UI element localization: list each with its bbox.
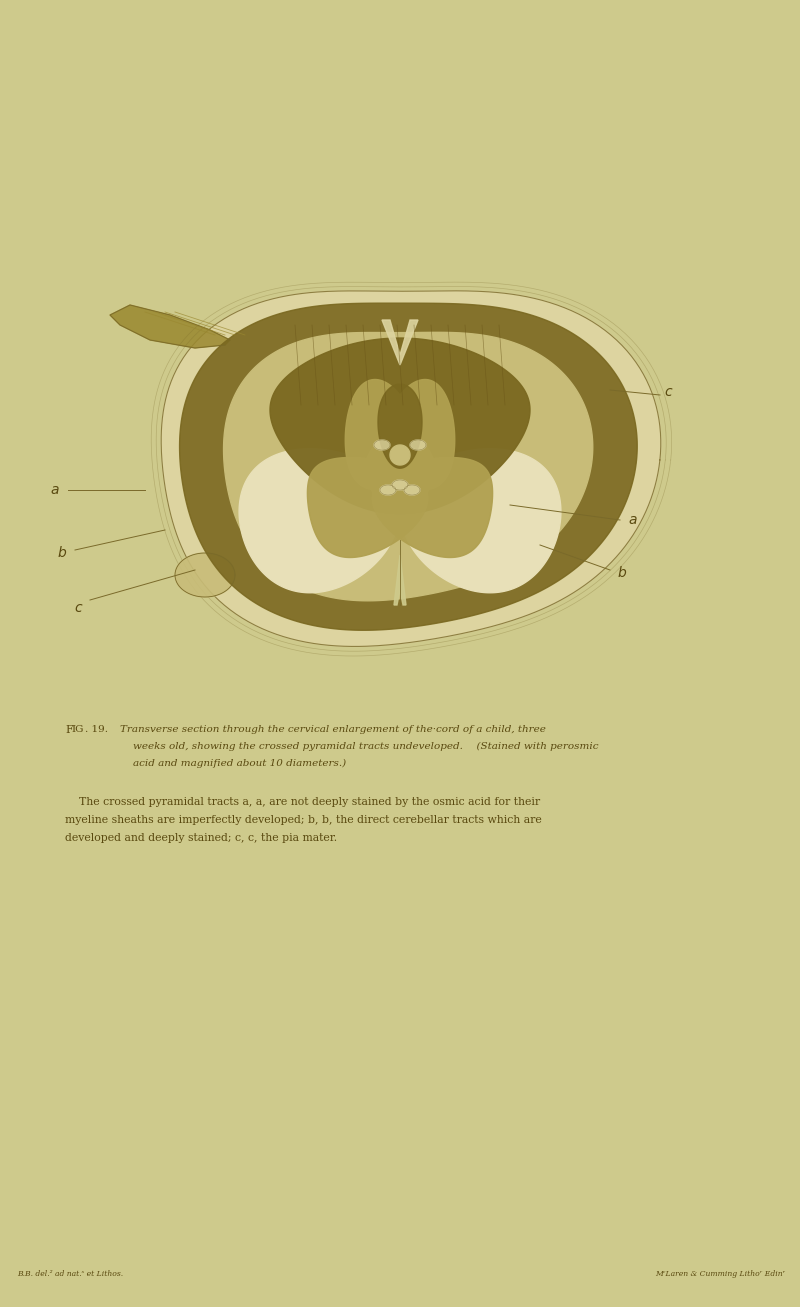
Polygon shape [161,291,661,647]
Text: . 19.: . 19. [85,725,108,735]
Text: MᶜLaren & Cumming Lithoʳ Edinʳ: MᶜLaren & Cumming Lithoʳ Edinʳ [654,1270,785,1278]
Polygon shape [307,457,428,558]
Text: b: b [58,546,66,559]
Polygon shape [346,379,415,490]
Text: Transverse section through the cervical enlargement of the·cord of a child, thre: Transverse section through the cervical … [120,725,546,735]
Polygon shape [394,555,406,605]
Polygon shape [372,457,493,558]
Polygon shape [270,339,530,514]
Polygon shape [410,440,426,450]
Text: b: b [618,566,626,580]
Polygon shape [175,553,235,597]
Polygon shape [378,384,422,468]
Polygon shape [110,305,230,348]
Text: The crossed pyramidal tracts a, a, are not deeply stained by the osmic acid for : The crossed pyramidal tracts a, a, are n… [65,797,540,806]
Text: a: a [50,484,59,497]
Polygon shape [401,448,561,593]
Text: c: c [74,601,82,616]
Polygon shape [239,448,399,593]
Polygon shape [179,303,638,630]
Polygon shape [390,444,410,465]
Polygon shape [223,332,593,601]
Polygon shape [404,485,420,495]
Polygon shape [385,379,454,490]
Polygon shape [374,440,390,450]
Text: a: a [629,514,638,527]
Polygon shape [382,320,418,365]
Polygon shape [365,435,435,505]
Text: acid and magnified about 10 diameters.): acid and magnified about 10 diameters.) [120,759,346,769]
Text: developed and deeply stained; c, c, the pia mater.: developed and deeply stained; c, c, the … [65,833,337,843]
Text: myeline sheaths are imperfectly developed; b, b, the direct cerebellar tracts wh: myeline sheaths are imperfectly develope… [65,816,542,825]
Polygon shape [392,480,408,490]
Text: B.B. del.² ad nat.ˢ et Lithos.: B.B. del.² ad nat.ˢ et Lithos. [17,1270,123,1278]
Text: IG: IG [71,725,83,735]
Text: weeks old, showing the crossed pyramidal tracts undeveloped.  (Stained with pero: weeks old, showing the crossed pyramidal… [120,742,598,752]
Text: c: c [664,386,672,399]
Text: F: F [65,725,73,735]
Polygon shape [380,485,396,495]
